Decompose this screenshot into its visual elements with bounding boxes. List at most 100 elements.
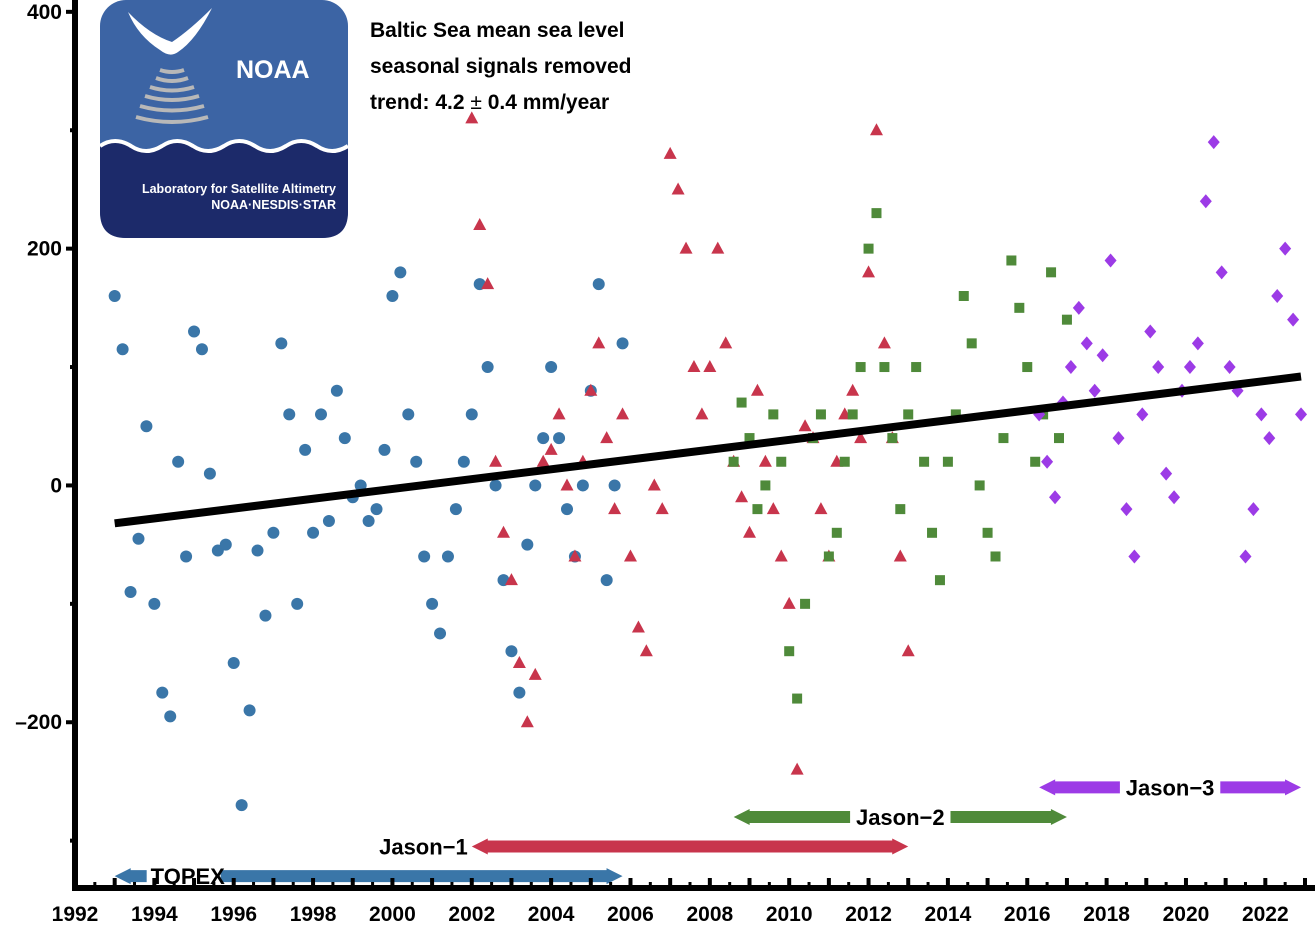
trend-line-group [114, 372, 1302, 528]
data-point [418, 550, 431, 563]
data-point [735, 490, 749, 503]
data-point [592, 278, 605, 291]
data-point [568, 549, 582, 562]
data-point [631, 620, 645, 633]
data-point [792, 693, 803, 704]
noaa-logo: NOAA Laboratory for Satellite Altimetry … [98, 0, 350, 238]
data-point [1207, 135, 1220, 150]
data-point [1255, 407, 1268, 422]
data-point [188, 325, 201, 338]
data-point [774, 549, 788, 562]
data-point [1191, 336, 1204, 351]
chart-title-block: Baltic Sea mean sea level seasonal signa… [370, 19, 631, 114]
data-point [966, 338, 977, 349]
trend-label-pm: ± [470, 91, 482, 114]
data-point [156, 686, 169, 699]
data-point [855, 362, 866, 373]
data-point [695, 407, 709, 420]
mission-bar [220, 868, 623, 885]
series-jason-2 [728, 208, 1072, 704]
data-point [537, 432, 550, 445]
data-point [719, 336, 733, 349]
data-point [1215, 265, 1228, 280]
x-tick-label: 2022 [1242, 903, 1289, 926]
x-tick-label: 2008 [686, 903, 733, 926]
data-point [687, 360, 701, 373]
x-tick-label: 1994 [131, 903, 178, 926]
data-point [536, 454, 550, 467]
data-point [386, 290, 399, 302]
data-point [1120, 502, 1133, 517]
data-point [663, 146, 677, 159]
data-point [934, 575, 945, 586]
data-point [180, 550, 193, 563]
data-point [800, 598, 811, 609]
data-point [283, 408, 296, 421]
data-point [942, 456, 953, 467]
data-point [869, 123, 883, 136]
data-point [1022, 362, 1033, 373]
x-tick-label: 2018 [1083, 903, 1130, 926]
data-point [521, 538, 534, 551]
data-point [743, 525, 757, 538]
series-topex [108, 266, 629, 812]
data-point [552, 407, 566, 420]
data-point [1168, 490, 1181, 505]
logo-wave-band [100, 141, 348, 238]
data-point [322, 514, 335, 527]
data-point [1247, 502, 1260, 517]
mission-label: Jason−1 [379, 835, 468, 860]
data-point [1096, 348, 1109, 363]
data-point [132, 532, 145, 545]
data-point [513, 686, 526, 699]
data-point [362, 514, 375, 527]
x-tick-label: 1998 [290, 903, 337, 926]
y-tick-label: 200 [27, 238, 62, 261]
data-point [616, 407, 630, 420]
data-point [489, 454, 503, 467]
data-point [1199, 194, 1212, 209]
data-point [354, 479, 367, 492]
data-point [854, 431, 868, 444]
data-point [766, 502, 780, 515]
data-point [893, 549, 907, 562]
data-point [338, 432, 351, 445]
data-point [798, 419, 812, 432]
data-point [911, 362, 922, 373]
data-point [736, 397, 747, 408]
data-point [1054, 433, 1064, 444]
data-point [148, 597, 161, 610]
data-point [608, 479, 621, 492]
data-point [465, 111, 479, 124]
data-point [481, 361, 494, 374]
signal-arcs-icon [135, 68, 209, 124]
data-point [505, 645, 518, 658]
data-point [394, 266, 407, 279]
data-point [529, 479, 542, 492]
data-point [275, 337, 288, 350]
data-point [235, 799, 248, 812]
data-point [410, 455, 423, 468]
x-tick-label: 2006 [607, 903, 654, 926]
mission-bar [733, 808, 851, 825]
data-point [744, 433, 755, 444]
data-point [1088, 383, 1101, 398]
data-point [560, 478, 574, 491]
data-point [553, 432, 566, 445]
data-point [760, 480, 771, 491]
data-point [291, 597, 304, 610]
data-point [839, 456, 850, 467]
data-point [752, 504, 763, 515]
data-point [330, 384, 343, 397]
data-point [528, 667, 542, 680]
data-point [512, 656, 526, 669]
logo-line2: NOAA·NESDIS·STAR [211, 198, 336, 212]
x-tick-label: 2016 [1004, 903, 1051, 926]
data-point [243, 704, 256, 717]
series-jason-1 [465, 111, 915, 775]
data-point [1064, 360, 1077, 375]
data-point [108, 290, 121, 302]
data-point [434, 627, 447, 640]
mission-label: Jason−2 [856, 805, 945, 830]
data-point [982, 527, 993, 538]
